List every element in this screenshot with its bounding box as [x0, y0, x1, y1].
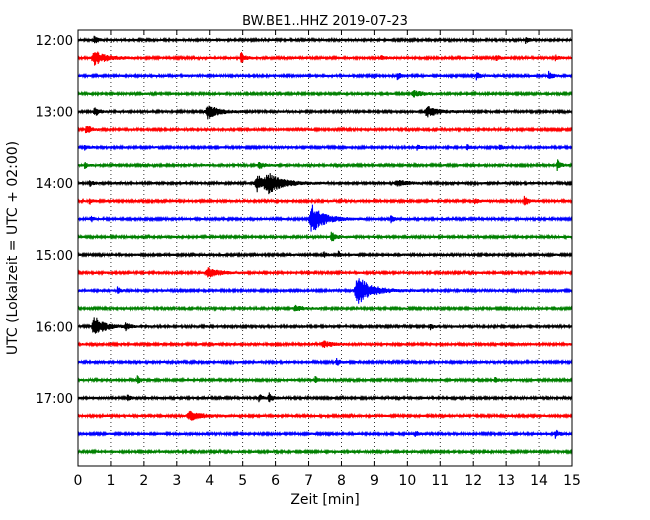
x-tick-label: 0	[74, 473, 83, 489]
trace-1700	[77, 392, 573, 403]
traces-group	[77, 35, 573, 456]
trace-1715	[77, 410, 573, 421]
x-axis-label: Zeit [min]	[290, 492, 359, 508]
x-tick-label: 3	[172, 473, 181, 489]
trace-1300	[77, 105, 573, 120]
trace-1345	[77, 159, 573, 172]
trace-1245	[77, 89, 573, 98]
trace-1215	[77, 51, 573, 66]
x-tick-label: 9	[370, 473, 379, 489]
x-tick-label: 10	[398, 473, 416, 489]
x-tick-label: 8	[337, 473, 346, 489]
x-tick-label: 6	[271, 473, 280, 489]
trace-1400	[77, 173, 573, 195]
x-tick-label: 14	[530, 473, 548, 489]
y-tick-label: 13:00	[36, 106, 73, 121]
trace-1315	[77, 125, 573, 134]
y-tick-label: 15:00	[36, 249, 73, 264]
x-tick-label: 1	[106, 473, 115, 489]
trace-1530	[77, 278, 573, 304]
y-tick-label: 16:00	[36, 320, 73, 335]
y-axis-label: UTC (Lokalzeit = UTC + 02:00)	[5, 141, 21, 355]
trace-1415	[77, 195, 573, 206]
x-tick-label: 5	[238, 473, 247, 489]
x-tick-label: 4	[205, 473, 214, 489]
y-tick-label: 14:00	[36, 177, 73, 192]
grid-lines	[110, 30, 540, 466]
trace-1330	[77, 144, 573, 151]
x-tick-label: 13	[497, 473, 515, 489]
trace-1645	[77, 375, 573, 384]
trace-1615	[77, 340, 573, 349]
x-tick-label: 12	[464, 473, 482, 489]
trace-1200	[77, 35, 573, 44]
y-tick-label: 12:00	[36, 34, 73, 49]
x-tick-label: 15	[563, 473, 581, 489]
x-tick-group: 0 1 2 3 4 5 6 7 8 9 10 11 12 13 14 15	[74, 30, 581, 489]
trace-1445	[77, 231, 573, 242]
x-tick-label: 11	[431, 473, 449, 489]
y-tick-label: 17:00	[36, 392, 73, 407]
trace-1600	[77, 317, 573, 334]
plot-frame	[77, 29, 573, 467]
trace-1230	[77, 70, 573, 81]
trace-1515	[77, 267, 573, 278]
chart-title: BW.BE1..HHZ 2019-07-23	[242, 14, 408, 29]
x-tick-label: 2	[139, 473, 148, 489]
trace-1730	[77, 429, 573, 439]
trace-1745	[77, 448, 573, 456]
x-tick-label: 7	[304, 473, 313, 489]
trace-1430	[77, 204, 573, 232]
trace-1630	[77, 357, 573, 366]
trace-1545	[77, 304, 573, 312]
y-tick-group: 12:00 13:00 14:00 15:00 16:00 17:00	[36, 34, 572, 407]
trace-1500	[77, 250, 573, 259]
